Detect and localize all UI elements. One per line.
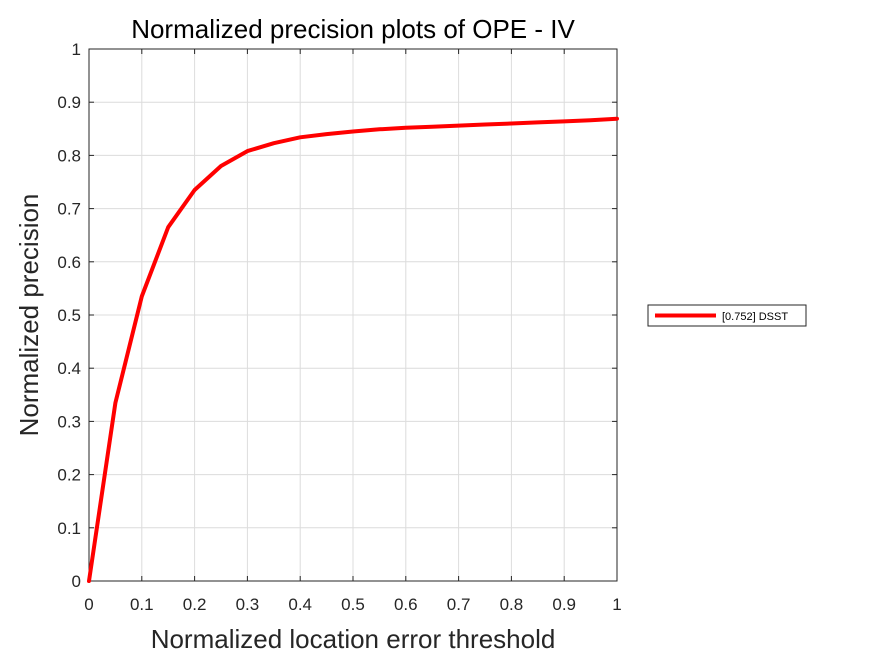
x-tick-label: 1 [612,595,621,614]
x-tick-label: 0.4 [288,595,312,614]
y-tick-label: 0.8 [57,146,81,165]
legend-box [647,304,807,327]
y-tick-label: 0.6 [57,253,81,272]
series-layer [87,116,619,583]
y-tick-label: 1 [72,40,81,59]
x-tick-label: 0.7 [447,595,471,614]
chart-title: Normalized precision plots of OPE - IV [131,14,575,44]
y-tick-label: 0.5 [57,306,81,325]
grid-lines [88,48,618,582]
y-tick-label: 0 [72,572,81,591]
legend: [0.752] DSST [647,304,807,327]
legend-label-dsst: [0.752] DSST [722,311,788,323]
x-axis-label: Normalized location error threshold [151,624,556,654]
series-line-dsst [87,116,619,583]
y-tick-label: 0.7 [57,200,81,219]
y-tick-label: 0.3 [57,412,81,431]
y-axis-label: Normalized precision [14,194,44,437]
x-tick-label: 0.5 [341,595,365,614]
y-tick-label: 0.9 [57,93,81,112]
y-tick-label: 0.4 [57,359,81,378]
x-tick-label: 0.3 [236,595,260,614]
x-tick-label: 0.1 [130,595,154,614]
x-tick-label: 0.2 [183,595,207,614]
y-tick-label: 0.1 [57,519,81,538]
x-axis: 0 0.1 0.2 0.3 0.4 0.5 0.6 0.7 0.8 0.9 1 [84,49,622,614]
x-tick-label: 0.8 [500,595,524,614]
x-tick-label: 0 [84,595,93,614]
x-tick-label: 0.9 [552,595,576,614]
y-tick-label: 0.2 [57,466,81,485]
y-axis: 0 0.1 0.2 0.3 0.4 0.5 0.6 0.7 0.8 0.9 1 [57,40,617,591]
x-tick-label: 0.6 [394,595,418,614]
